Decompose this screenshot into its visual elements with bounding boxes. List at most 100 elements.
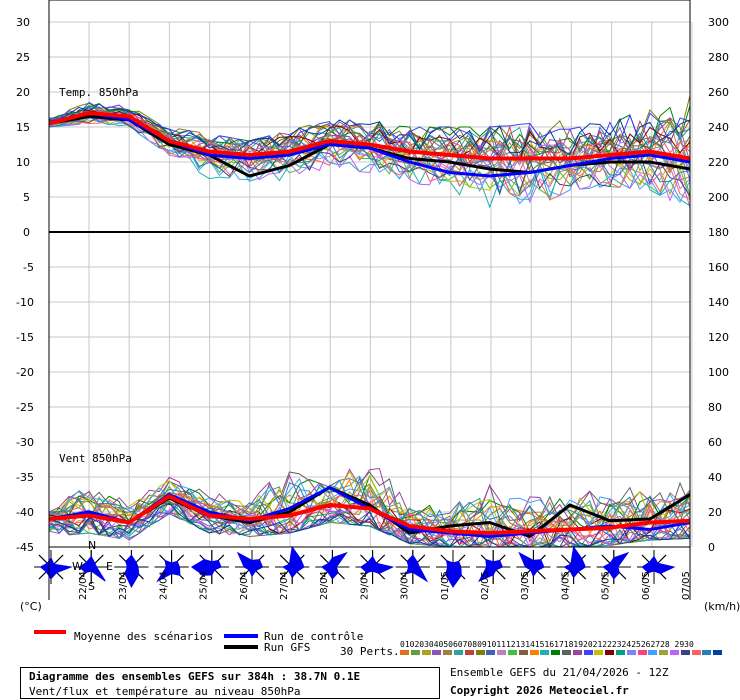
pert-swatch (713, 650, 723, 655)
lower-left-tick: -20 (16, 366, 34, 379)
chart-lines (48, 95, 691, 549)
rose-shape (190, 559, 222, 576)
pert-swatch (605, 650, 615, 655)
upper-right-tick: 300 (708, 16, 729, 29)
date-label: 28/04 (319, 571, 330, 600)
rose-shape (563, 545, 587, 579)
lower-left-tick: -35 (16, 471, 34, 484)
pert-swatch (400, 650, 409, 655)
wind-rose (114, 550, 149, 589)
lower-left-tick: -5 (23, 261, 34, 274)
date-label: 24/04 (158, 571, 169, 600)
perts-legend-label: 30 Perts. (340, 645, 400, 658)
wind-perturbation-line (49, 495, 691, 548)
rose-shape (281, 545, 305, 579)
rose-shape (518, 551, 545, 578)
rose-shape (321, 551, 348, 580)
compass-n: N (88, 539, 96, 552)
lower-right-tick: 0 (708, 541, 715, 554)
pert-swatch (551, 650, 561, 655)
gfs-legend-label: Run GFS (264, 641, 311, 654)
pert-swatch (594, 650, 604, 655)
date-label: 02/05 (480, 571, 491, 600)
compass-s: S (88, 580, 95, 593)
compass-w: W (72, 560, 83, 573)
lower-left-tick: -40 (16, 506, 34, 519)
pert-swatch (637, 650, 647, 655)
pert-swatch (432, 650, 442, 655)
wind-rose (596, 550, 631, 584)
pert-swatch (648, 650, 658, 655)
lower-right-tick: 140 (708, 296, 729, 309)
pert-swatch (464, 650, 474, 655)
upper-left-tick: 5 (23, 191, 30, 204)
pert-swatch (691, 650, 701, 655)
rose-shape (405, 554, 429, 583)
temp-mean-line (48, 110, 691, 161)
pert-swatch (626, 650, 636, 655)
pert-swatch (562, 650, 571, 655)
rose-shape (156, 559, 181, 583)
upper-left-tick: 20 (16, 86, 30, 99)
date-label: 04/05 (560, 571, 571, 600)
lower-left-tick: -30 (16, 436, 34, 449)
pert-swatch (454, 650, 463, 655)
date-label: 06/05 (641, 571, 652, 600)
date-label: 27/04 (279, 571, 290, 600)
info-title: Diagramme des ensembles GEFS sur 384h : … (29, 670, 361, 683)
lower-left-tick: -10 (16, 296, 34, 309)
upper-left-tick: 25 (16, 51, 30, 64)
lower-left-tick: -45 (16, 541, 34, 554)
pert-swatch (421, 650, 431, 655)
date-label: 26/04 (239, 571, 250, 600)
wind-rose (154, 550, 189, 584)
compass-e: E (106, 560, 113, 573)
lower-right-tick: 60 (708, 436, 722, 449)
date-label: 01/05 (440, 571, 451, 600)
wind-perturbation-line (48, 489, 691, 548)
wind-rose (235, 550, 269, 584)
wind-rose (476, 550, 511, 584)
temp-perturbation-line (48, 117, 691, 201)
lower-left-tick: -25 (16, 401, 34, 414)
pert-swatch (702, 650, 712, 655)
wind-rose (436, 550, 470, 588)
control-legend-swatch (224, 634, 258, 638)
pert-numbers: 0102030405060708091011121314151617181920… (400, 640, 694, 649)
run-label: Ensemble GEFS du 21/04/2026 - 12Z (450, 666, 669, 679)
date-label: 25/04 (199, 571, 210, 600)
lower-right-tick: 40 (708, 471, 722, 484)
pert-swatch (616, 650, 625, 655)
upper-panel-label: Temp. 850hPa (59, 86, 138, 99)
lower-panel-label: Vent 850hPa (59, 452, 132, 465)
date-label: 07/05 (681, 571, 692, 600)
upper-right-tick: 260 (708, 86, 729, 99)
unit-left: (°C) (20, 600, 42, 613)
lower-right-tick: 120 (708, 331, 729, 344)
date-label: 29/04 (359, 571, 370, 600)
upper-right-tick: 200 (708, 191, 729, 204)
pert-swatch (540, 650, 550, 655)
pert-swatch (529, 650, 539, 655)
pert-swatch (583, 650, 593, 655)
upper-left-tick: 10 (16, 156, 30, 169)
wind-rose (516, 550, 551, 584)
rose-shape (477, 558, 504, 583)
lower-right-tick: 100 (708, 366, 729, 379)
lower-right-tick: 20 (708, 506, 722, 519)
upper-left-tick: 15 (16, 121, 30, 134)
rose-shape (236, 551, 264, 578)
rose-shape (78, 555, 106, 582)
wind-rose (637, 550, 676, 584)
wind-rose (74, 550, 109, 584)
info-box: Diagramme des ensembles GEFS sur 384h : … (20, 667, 440, 699)
copyright-label: Copyright 2026 Meteociel.fr (450, 684, 629, 697)
gfs-legend-swatch (224, 645, 258, 649)
chart-axes: 302520151050300280260240220200180-5-10-1… (16, 0, 729, 600)
date-label: 22/04 (78, 571, 89, 600)
pert-swatch (443, 650, 453, 655)
date-label: 05/05 (601, 571, 612, 600)
rose-shape (359, 555, 395, 575)
pert-swatch (508, 650, 517, 655)
rose-shape (124, 554, 140, 589)
